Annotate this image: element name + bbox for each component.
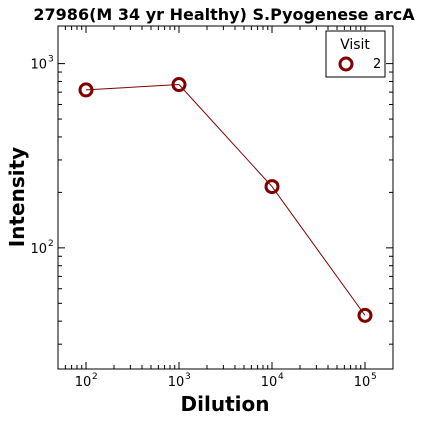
data-point-marker xyxy=(78,82,94,98)
x-axis-label: Dilution xyxy=(181,392,270,416)
y-tick-exponent: 3 xyxy=(48,55,54,65)
chart-title: 27986(M 34 yr Healthy) S.Pyogenese arcA xyxy=(33,5,415,24)
y-tick-label: 10 xyxy=(30,242,47,257)
legend-title: Visit xyxy=(340,37,370,53)
series-layer xyxy=(78,77,373,323)
x-tick-label: 10 xyxy=(168,375,185,390)
legend-label: 2 xyxy=(373,57,381,72)
x-tick-label: 10 xyxy=(354,375,371,390)
x-tick-exponent: 4 xyxy=(278,372,284,382)
legend: Visit 2 xyxy=(325,30,386,78)
x-tick-label: 10 xyxy=(75,375,92,390)
y-tick-label: 10 xyxy=(30,58,47,73)
data-point-marker xyxy=(264,179,280,195)
x-tick-exponent: 5 xyxy=(371,372,377,382)
y-axis-label: Intensity xyxy=(5,147,29,247)
data-point-marker xyxy=(357,307,373,323)
x-tick-exponent: 2 xyxy=(92,372,98,382)
series-line xyxy=(85,84,366,316)
x-tick-label: 10 xyxy=(261,375,278,390)
y-tick-exponent: 2 xyxy=(48,239,54,249)
x-tick-labels: 10 2 10 3 10 4 10 5 xyxy=(75,372,377,390)
legend-box xyxy=(325,30,386,78)
legend-marker xyxy=(338,56,354,72)
plot-frame xyxy=(57,25,394,370)
x-tick-exponent: 3 xyxy=(185,372,191,382)
data-point-marker xyxy=(171,77,187,93)
axis-ticks xyxy=(57,26,394,369)
